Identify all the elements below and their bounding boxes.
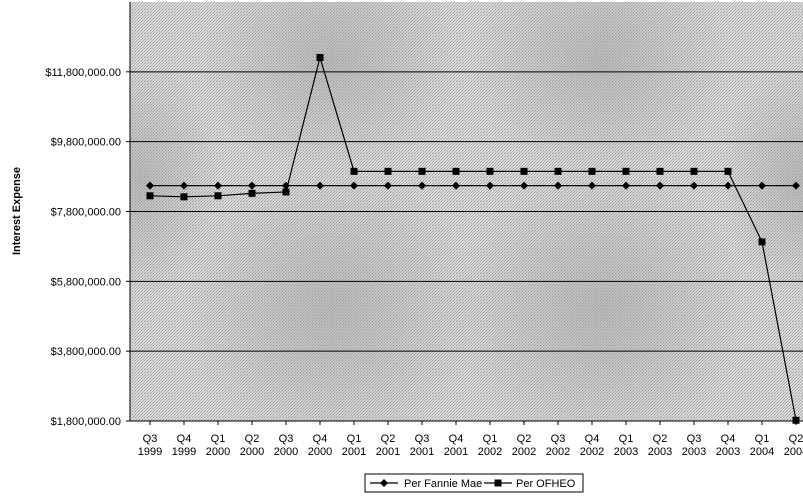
- data-point: [418, 167, 426, 175]
- series-layer: [146, 54, 800, 424]
- x-tick-label: Q1 2000: [206, 433, 230, 458]
- data-point: [792, 181, 800, 190]
- y-tick-label: $3,800,000.00: [51, 346, 121, 358]
- plot-area: [130, 2, 803, 421]
- data-point: [588, 181, 596, 190]
- x-tick-label: Q1 2001: [342, 433, 366, 458]
- data-point: [724, 167, 732, 175]
- data-point: [316, 54, 324, 62]
- y-tick-label: $9,800,000.00: [51, 137, 121, 149]
- x-tick-label: Q3 2002: [546, 433, 570, 458]
- x-tick-label: Q4 2002: [580, 433, 604, 458]
- data-point: [758, 238, 766, 246]
- data-point: [690, 181, 698, 190]
- y-tick-label: $7,800,000.00: [51, 207, 121, 219]
- data-point: [690, 167, 698, 175]
- y-tick-label: $5,800,000.00: [51, 276, 121, 288]
- data-point: [248, 189, 256, 197]
- x-tick-label: Q2 2001: [376, 433, 400, 458]
- x-axis-ticks: Q3 1999 Q4 1999 Q1 2000 Q2 2000 Q3 2000 Q4 2000 Q1 20…: [138, 421, 803, 458]
- legend-entry: Per Fannie Mae: [370, 478, 482, 490]
- data-point: [350, 181, 358, 190]
- x-tick-label: Q4 2000: [308, 433, 332, 458]
- data-point: [316, 181, 324, 190]
- legend-entry: Per OFHEO: [484, 478, 576, 490]
- data-point: [622, 167, 630, 175]
- x-tick-label: Q1 2002: [478, 433, 502, 458]
- data-point: [146, 192, 154, 200]
- y-axis-ticks: $1,800,000.00 $3,800,000.00 $5,800,000.00 $…: [45, 67, 130, 428]
- data-point: [554, 181, 562, 190]
- series-ofheo: [146, 54, 800, 424]
- x-tick-label: Q22004: [784, 433, 803, 458]
- y-tick-label: $11,800,000.00: [45, 67, 121, 79]
- data-point: [622, 181, 630, 190]
- data-point: [384, 181, 392, 190]
- x-tick-label: Q3 2000: [274, 433, 298, 458]
- legend: Per Fannie Mae Per OFHEO: [364, 473, 584, 493]
- data-point: [180, 181, 188, 190]
- data-point: [486, 181, 494, 190]
- x-tick-label: Q2 2000: [240, 433, 264, 458]
- x-tick-label: Q4 2001: [444, 433, 468, 458]
- x-tick-label: Q4 2003: [716, 433, 740, 458]
- data-point: [656, 181, 664, 190]
- data-point: [520, 167, 528, 175]
- data-point: [520, 181, 528, 190]
- x-tick-label: Q3 2001: [410, 433, 434, 458]
- data-point: [214, 192, 222, 200]
- data-point: [554, 167, 562, 175]
- data-point: [180, 193, 188, 201]
- data-point: [384, 167, 392, 175]
- series-line: [149, 55, 797, 421]
- legend-marker: [380, 479, 388, 487]
- x-tick-label: Q3 1999: [138, 433, 162, 458]
- x-tick-label: Q1 2003: [614, 433, 638, 458]
- legend-marker: [494, 479, 502, 487]
- series-fannie-mae: [146, 181, 800, 190]
- data-point: [248, 181, 256, 190]
- legend-label: Per OFHEO: [516, 478, 576, 490]
- data-point: [724, 181, 732, 190]
- data-point: [214, 181, 222, 190]
- data-point: [452, 167, 460, 175]
- x-tick-label: Q2 2003: [648, 433, 672, 458]
- x-tick-label: Q1 2004: [750, 433, 774, 458]
- data-point: [146, 181, 154, 190]
- legend-box: [364, 473, 584, 493]
- data-point: [758, 181, 766, 190]
- x-tick-label: Q2 2002: [512, 433, 536, 458]
- y-tick-label: $1,800,000.00: [51, 416, 121, 428]
- y-axis-label: Interest Expense: [11, 167, 23, 255]
- data-point: [350, 167, 358, 175]
- legend-label: Per Fannie Mae: [404, 478, 482, 490]
- data-point: [656, 167, 664, 175]
- data-point: [418, 181, 426, 190]
- x-tick-label: Q3 2003: [682, 433, 706, 458]
- data-point: [792, 416, 800, 424]
- gridlines: [130, 71, 803, 352]
- data-point: [588, 167, 596, 175]
- data-point: [282, 188, 290, 196]
- x-tick-label: Q4 1999: [172, 433, 196, 458]
- data-point: [486, 167, 494, 175]
- data-point: [452, 181, 460, 190]
